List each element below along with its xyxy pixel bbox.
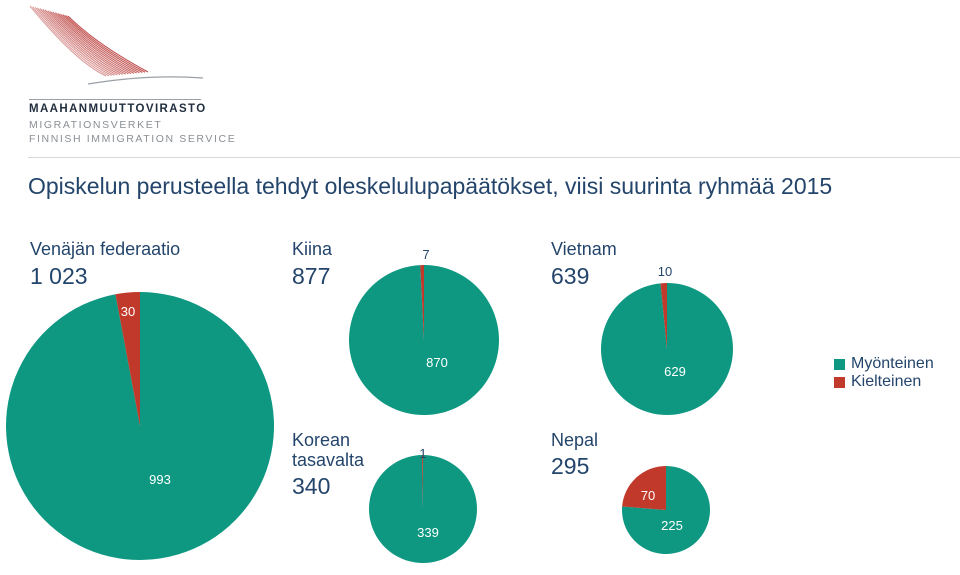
pie-slice-positive — [349, 265, 500, 415]
pie-slice-negative — [420, 265, 424, 340]
legend-item-negative: Kielteinen — [834, 373, 934, 391]
pie-slice-negative — [422, 455, 423, 509]
org-name-english: FINNISH IMMIGRATION SERVICE — [29, 133, 237, 145]
pie-slice-positive — [368, 455, 477, 564]
pie-total: 639 — [551, 263, 589, 289]
pie-total: 877 — [292, 263, 330, 289]
pie-country-name: Venäjän federaatio — [30, 239, 180, 259]
pie-total: 340 — [292, 473, 330, 499]
pie-group: Vietnam 639 629 10 — [551, 239, 734, 415]
pie-country-name: Kiina — [292, 239, 333, 259]
pie-slice-positive — [601, 283, 734, 415]
header-divider — [28, 157, 960, 158]
chart-title: Opiskelun perusteella tehdyt oleskelulup… — [28, 173, 833, 199]
pie-group: Venäjän federaatio 1 023 993 30 — [6, 239, 275, 560]
legend-item-positive: Myönteinen — [834, 355, 934, 373]
pie-label-positive: 629 — [664, 364, 686, 379]
legend: Myönteinen Kielteinen — [834, 355, 934, 391]
pie-label-positive: 339 — [417, 525, 439, 540]
pie-slice-negative — [115, 292, 140, 426]
pie-total: 295 — [551, 453, 589, 479]
pie-group: Kiina 877 870 7 — [292, 239, 500, 415]
legend-label-positive: Myönteinen — [851, 355, 934, 372]
pie-slice-positive — [6, 292, 275, 560]
legend-label-negative: Kielteinen — [851, 373, 922, 390]
pie-group: Nepal 295 225 70 — [551, 430, 711, 554]
logo-divider — [29, 99, 201, 100]
pie-label-negative: 30 — [121, 304, 135, 319]
pie-country-name: Nepal — [551, 430, 598, 450]
pie-country-name: tasavalta — [292, 450, 365, 470]
pie-label-positive: 870 — [426, 355, 448, 370]
pie-slice-negative — [660, 283, 667, 349]
logo-emblem — [29, 5, 204, 85]
pie-total: 1 023 — [30, 263, 88, 289]
pie-slice-negative — [622, 466, 666, 510]
pie-label-negative: 10 — [658, 264, 672, 279]
legend-swatch-negative — [834, 376, 845, 388]
pie-label-negative: 70 — [641, 488, 655, 503]
pie-label-positive: 993 — [149, 472, 171, 487]
org-name: MAAHANMUUTTOVIRASTO — [29, 103, 207, 115]
org-name-swedish: MIGRATIONSVERKET — [29, 119, 163, 131]
legend-swatch-positive — [834, 358, 845, 370]
pie-label-negative: 7 — [422, 247, 429, 262]
pie-label-positive: 225 — [661, 518, 683, 533]
pie-country-name: Vietnam — [551, 239, 617, 259]
pie-country-name: Korean — [292, 430, 350, 450]
pie-label-negative: 1 — [419, 446, 426, 461]
